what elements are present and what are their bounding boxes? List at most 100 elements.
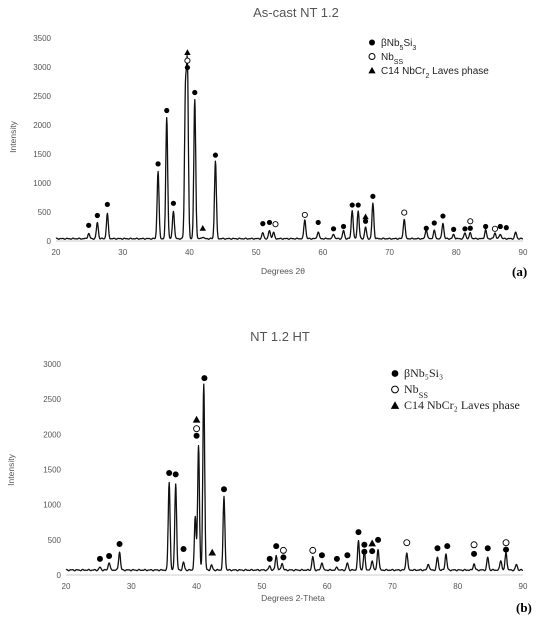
chart-b-marker-beta-nb5si3 bbox=[193, 432, 200, 439]
chart-a-marker-beta-nb5si3 bbox=[431, 220, 437, 226]
chart-a-x-tick-label: 30 bbox=[118, 248, 127, 257]
chart-b-marker-beta-nb5si3 bbox=[503, 546, 510, 553]
chart-b-x-tick-label: 70 bbox=[388, 582, 397, 591]
chart-b-y-tick-label: 1000 bbox=[43, 501, 61, 510]
chart-b-panel-tag: (b) bbox=[516, 600, 532, 615]
chart-b-series-line bbox=[65, 383, 524, 572]
chart-a-marker-beta-nb5si3 bbox=[86, 222, 92, 228]
chart-a-marker-beta-nb5si3 bbox=[94, 212, 100, 219]
chart-b-y-tick-label: 2500 bbox=[43, 395, 61, 404]
chart-b-marker-beta-nb5si3 bbox=[116, 541, 123, 548]
chart-b-marker-beta-nb5si3 bbox=[333, 555, 340, 562]
chart-a-marker-beta-nb5si3 bbox=[170, 200, 177, 206]
chart-b-marker-nbss bbox=[193, 425, 201, 433]
chart-b-marker-nbss bbox=[279, 546, 287, 554]
chart-b-legend-label: NbSS bbox=[404, 382, 428, 400]
chart-a-legend-label: βNb5Si3 bbox=[381, 38, 416, 52]
chart-b-x-tick-label: 40 bbox=[192, 582, 201, 591]
chart-a-marker-nbss bbox=[491, 225, 499, 232]
chart-b-marker-beta-nb5si3 bbox=[361, 548, 368, 555]
chart-a-marker-beta-nb5si3 bbox=[184, 64, 191, 71]
chart-b-marker-beta-nb5si3 bbox=[166, 470, 173, 477]
chart-a-plot: 0 500 1000 1500 2000 2500 3000 3500 20 30 40 50 60 70… bbox=[33, 34, 528, 257]
chart-b-marker-beta-nb5si3 bbox=[220, 486, 227, 493]
chart-b-marker-beta-nb5si3 bbox=[361, 541, 368, 548]
chart-b-marker-beta-nb5si3 bbox=[180, 545, 187, 552]
chart-b-marker-beta-nb5si3 bbox=[172, 471, 179, 478]
chart-a-x-tick-label: 60 bbox=[318, 248, 327, 257]
chart-a-marker-beta-nb5si3 bbox=[355, 202, 361, 208]
chart-b-marker-beta-nb5si3 bbox=[375, 536, 382, 543]
chart-a-x-tick-label: 90 bbox=[519, 248, 528, 257]
chart-b-marker-beta-nb5si3 bbox=[369, 548, 376, 555]
chart-a-marker-beta-nb5si3 bbox=[497, 223, 503, 230]
chart-a-marker-beta-nb5si3 bbox=[164, 107, 170, 114]
chart-b-marker-beta-nb5si3 bbox=[355, 529, 362, 536]
chart-a-x-axis-label: Degrees 2θ bbox=[261, 266, 305, 276]
chart-a-marker-nbss bbox=[401, 209, 408, 216]
chart-b-marker-beta-nb5si3 bbox=[96, 555, 103, 562]
chart-a-marker-beta-nb5si3 bbox=[483, 223, 489, 230]
chart-a-marker-beta-nb5si3 bbox=[349, 202, 355, 208]
chart-a-marker-beta-nb5si3 bbox=[503, 225, 509, 231]
chart-b-marker-nbss bbox=[502, 539, 510, 547]
chart-b-marker-beta-nb5si3 bbox=[444, 543, 451, 550]
chart-b-marker-beta-nb5si3 bbox=[273, 543, 280, 550]
chart-b-x-axis-label: Degrees 2-Theta bbox=[261, 593, 325, 603]
chart-b-legend-label: βNb₅Si₃ bbox=[404, 366, 443, 380]
chart-a-marker-laves bbox=[362, 213, 369, 220]
chart-a-title: As-cast NT 1.2 bbox=[253, 5, 339, 20]
chart-a-y-tick-label: 2000 bbox=[33, 121, 51, 130]
chart-b-marker-beta-nb5si3 bbox=[106, 553, 113, 560]
chart-a-marker-nbss bbox=[467, 218, 474, 225]
chart-a-marker-beta-nb5si3 bbox=[362, 218, 369, 224]
chart-a-marker-beta-nb5si3 bbox=[340, 223, 347, 230]
chart-a-marker-beta-nb5si3 bbox=[423, 225, 429, 231]
chart-a-y-tick-label: 0 bbox=[47, 237, 52, 246]
chart-a-marker-beta-nb5si3 bbox=[104, 201, 110, 208]
chart-b-marker-laves bbox=[368, 539, 376, 547]
chart-a-marker-laves bbox=[184, 49, 191, 56]
chart-b-y-tick-label: 500 bbox=[48, 536, 62, 545]
chart-b-x-tick-label: 50 bbox=[257, 582, 266, 591]
chart-b-marker-beta-nb5si3 bbox=[484, 545, 491, 552]
chart-a-legend-label: NbSS bbox=[381, 52, 403, 66]
chart-b-marker-beta-nb5si3 bbox=[266, 555, 273, 562]
chart-b-x-tick-label: 90 bbox=[519, 582, 528, 591]
chart-b-y-tick-label: 2000 bbox=[43, 430, 61, 439]
chart-a-y-axis-label: Intensity bbox=[8, 120, 18, 152]
chart-a-y-tick-label: 2500 bbox=[33, 92, 51, 101]
chart-a-marker-beta-nb5si3 bbox=[467, 225, 473, 231]
chart-a-series-line bbox=[55, 55, 524, 240]
chart-a-y-tick-label: 1500 bbox=[33, 150, 51, 159]
chart-b-y-tick-label: 3000 bbox=[43, 360, 61, 369]
chart-b-title: NT 1.2 HT bbox=[250, 329, 310, 344]
chart-b-x-tick-label: 80 bbox=[453, 582, 462, 591]
chart-a-marker-beta-nb5si3 bbox=[370, 193, 376, 199]
chart-b-marker-beta-nb5si3 bbox=[434, 545, 441, 552]
chart-b-legend-open-circle-icon bbox=[391, 385, 399, 394]
chart-b-legend-triangle-icon bbox=[390, 401, 400, 409]
chart-a-marker-nbss bbox=[301, 211, 308, 218]
chart-b-x-tick-label: 30 bbox=[127, 582, 136, 591]
chart-a-marker-beta-nb5si3 bbox=[266, 219, 273, 226]
chart-a-marker-beta-nb5si3 bbox=[212, 152, 219, 158]
chart-a-legend-open-circle-icon bbox=[368, 53, 376, 60]
chart-b-marker-nbss bbox=[309, 546, 317, 554]
chart-a-marker-nbss bbox=[272, 221, 279, 228]
chart-a-marker-laves bbox=[199, 225, 206, 231]
chart-a-marker-nbss bbox=[184, 57, 191, 64]
chart-b-y-tick-label: 1500 bbox=[43, 466, 61, 475]
chart-a-marker-beta-nb5si3 bbox=[315, 219, 321, 226]
chart-a-legend-label: C14 NbCr2 Laves phase bbox=[381, 66, 489, 80]
chart-b-marker-beta-nb5si3 bbox=[318, 552, 325, 559]
chart-b-plot: 0 500 1000 1500 2000 2500 3000 20 30 40 50 60 70 80 90… bbox=[43, 360, 528, 591]
chart-a-y-tick-label: 3000 bbox=[33, 63, 51, 72]
chart-a-marker-beta-nb5si3 bbox=[451, 226, 457, 232]
chart-a-x-tick-label: 70 bbox=[385, 248, 394, 257]
chart-a-x-tick-label: 80 bbox=[452, 248, 461, 257]
chart-a-panel-tag: (a) bbox=[512, 264, 527, 279]
chart-b-marker-beta-nb5si3 bbox=[201, 375, 208, 382]
chart-a-marker-beta-nb5si3 bbox=[440, 213, 446, 219]
